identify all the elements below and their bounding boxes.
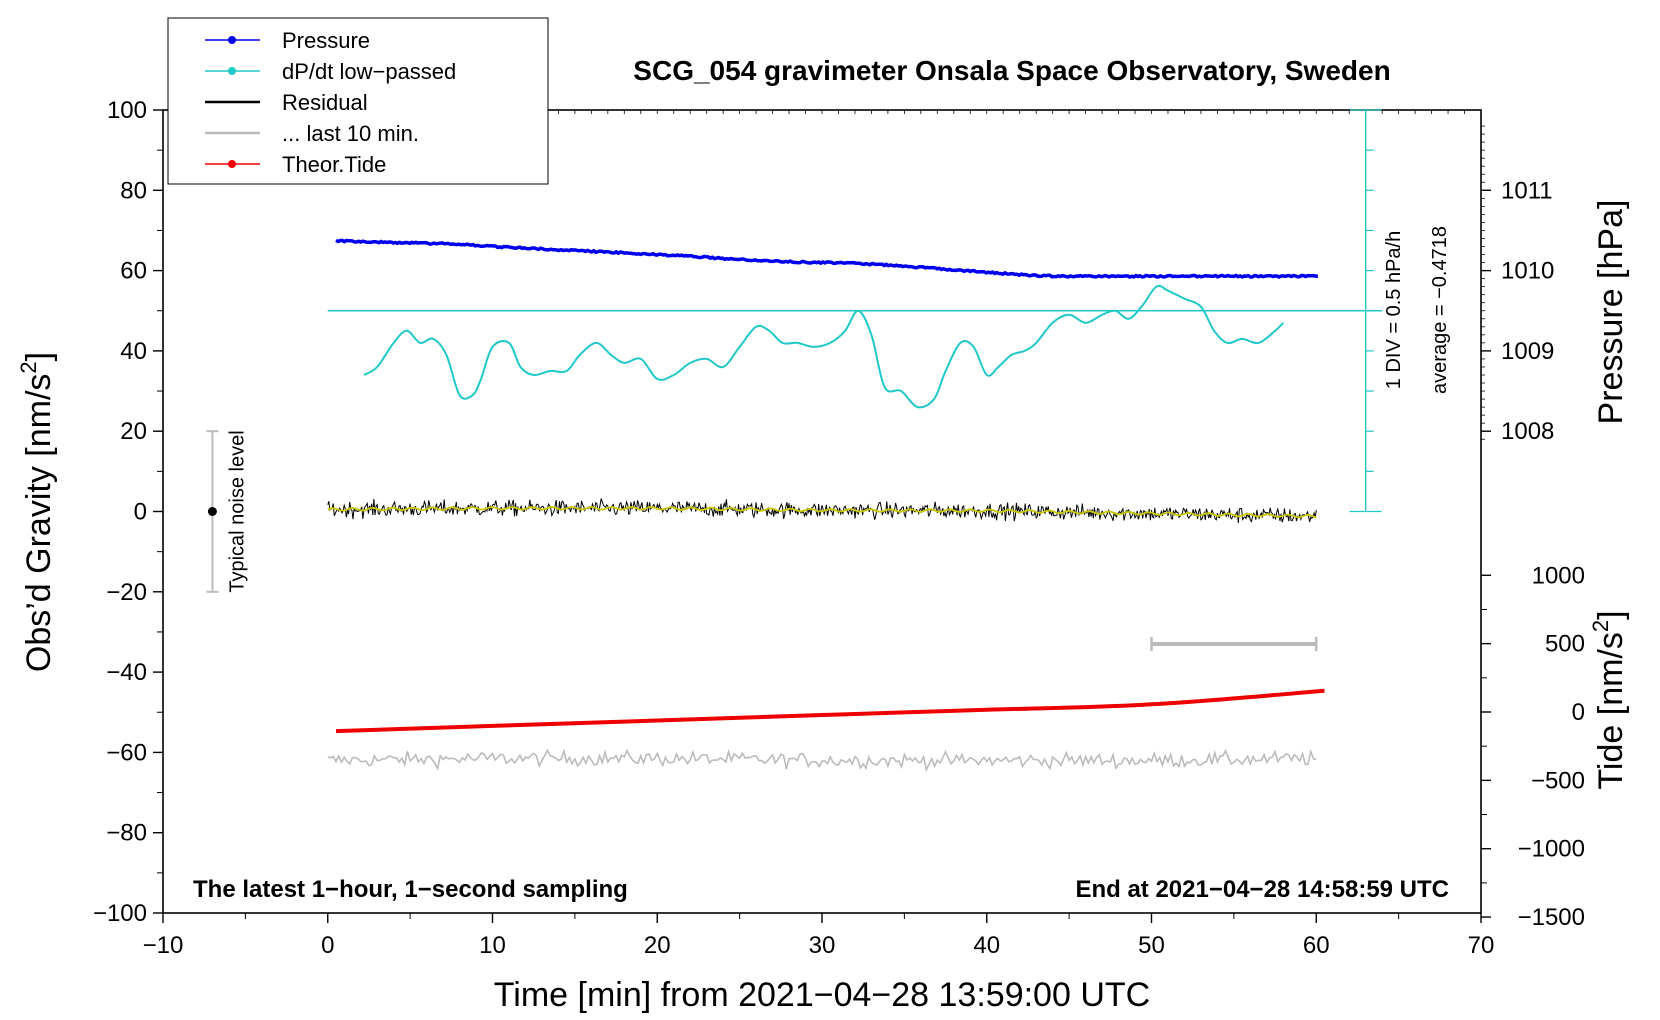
tide-tick-label: 1000	[1532, 562, 1585, 589]
y-axis-title-gravity: Obs’d Gravity [nm/s2]	[16, 352, 58, 672]
noise-level-label: Typical noise level	[226, 430, 248, 592]
x-axis-title: Time [min] from 2021−04−28 13:59:00 UTC	[494, 976, 1150, 1014]
chart-title: SCG_054 gravimeter Onsala Space Observat…	[633, 55, 1390, 86]
legend-marker	[228, 160, 236, 168]
pressure-tick-label: 1011	[1501, 177, 1553, 204]
tide-tick-label: −500	[1531, 767, 1585, 794]
y-tick-label: −60	[106, 739, 147, 766]
y-tick-label: 0	[134, 499, 147, 526]
x-tick-label: 30	[809, 932, 836, 959]
y-axis-title-tide-sup: 2	[1588, 620, 1613, 632]
legend-label: ... last 10 min.	[282, 121, 419, 146]
x-tick-label: 10	[479, 932, 506, 959]
series-last-10-min	[327, 748, 1317, 773]
x-tick-label: 40	[973, 932, 1000, 959]
series-residual	[327, 498, 1317, 523]
legend-marker	[228, 36, 236, 44]
tide-tick-label: 500	[1545, 631, 1585, 658]
legend-label: Pressure	[282, 28, 370, 53]
tide-tick-label: −1000	[1518, 836, 1585, 863]
series-residual-smoothed	[327, 505, 1317, 519]
x-tick-label: −10	[143, 932, 184, 959]
annotation-end-time: End at 2021−04−28 14:58:59 UTC	[1075, 876, 1449, 903]
series-pressure	[335, 238, 1319, 279]
x-tick-label: 20	[644, 932, 671, 959]
y-tick-label: 100	[107, 97, 147, 124]
y-tick-label: −100	[93, 900, 147, 927]
tide-tick-label: 0	[1572, 699, 1585, 726]
pressure-tick-label: 1009	[1501, 338, 1554, 365]
x-tick-label: 60	[1303, 932, 1330, 959]
axis-ticks: −10 0 10 20 30 40 50 60 70−100−80−60−40−20020406…	[93, 97, 1585, 959]
y-tick-label: −20	[106, 579, 147, 606]
series-dpdt-lowpassed	[363, 284, 1285, 409]
y-axis-title-tide-end: ]	[1592, 610, 1630, 619]
y-axis-title-pressure: Pressure [hPa]	[1592, 200, 1630, 425]
legend-marker	[228, 67, 236, 75]
y-axis-title-tide-text: Tide [nm/s	[1592, 632, 1630, 789]
y-tick-label: −40	[106, 659, 147, 686]
annotation-latest-hour: The latest 1−hour, 1−second sampling	[193, 876, 628, 903]
x-tick-label: 0	[321, 932, 334, 959]
y-tick-label: 60	[120, 258, 147, 285]
pressure-tick-label: 1010	[1501, 258, 1554, 285]
legend-label: Residual	[282, 90, 368, 115]
noise-level-point	[207, 507, 217, 516]
y-axis-title-tide: Tide [nm/s2]	[1588, 610, 1630, 789]
legend-label: Theor.Tide	[282, 152, 386, 177]
y-axis-title-gravity-text: Obs’d Gravity [nm/s	[20, 374, 58, 673]
tide-tick-label: −1500	[1518, 904, 1585, 931]
y-tick-label: 80	[120, 177, 147, 204]
y-tick-label: 40	[120, 338, 147, 365]
typical-noise-bar	[206, 430, 219, 593]
pressure-tick-label: 1008	[1501, 418, 1554, 445]
x-tick-label: 50	[1138, 932, 1165, 959]
pressure-rate-scale	[327, 109, 1383, 513]
y-tick-label: −80	[106, 820, 147, 847]
average-label: average = −0.4718	[1429, 226, 1451, 394]
div-scale-label: 1 DIV = 0.5 hPa/h	[1383, 231, 1405, 389]
legend-label: dP/dt low−passed	[282, 59, 456, 84]
x-tick-label: 70	[1468, 932, 1495, 959]
last-10-min-bracket	[1150, 636, 1318, 651]
series-theor-tide	[335, 688, 1325, 734]
y-axis-title-gravity-end: ]	[20, 352, 58, 361]
y-axis-title-gravity-sup: 2	[16, 361, 41, 373]
legend: Pressure dP/dt low−passed Residual ... last…	[167, 17, 549, 185]
y-tick-label: 20	[120, 418, 147, 445]
series-layer	[327, 238, 1325, 773]
